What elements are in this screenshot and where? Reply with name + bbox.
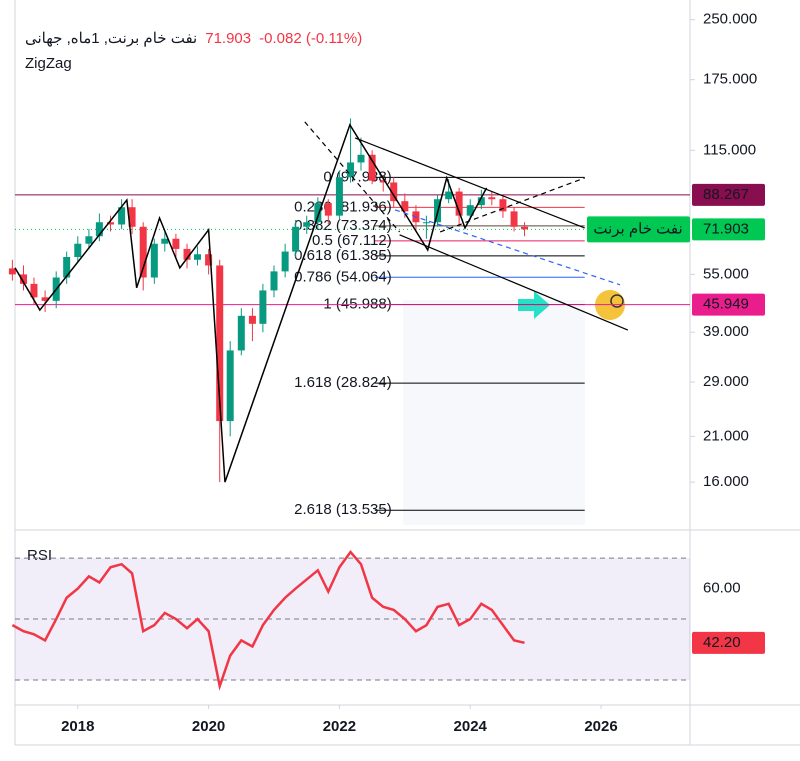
trendline (399, 234, 629, 331)
rsi-tag: 42.20 (703, 634, 741, 651)
candle-body (259, 290, 267, 324)
fib-label: 1 (45.988) (323, 295, 391, 312)
candle-body (139, 226, 147, 278)
fib-label: 0.5 (67.112) (312, 232, 392, 249)
candle-body (390, 182, 398, 202)
candle-body (401, 201, 409, 212)
candle-body (335, 177, 343, 216)
change: -0.082 (-0.11%) (259, 30, 363, 47)
fib-label: 2.618 (13.535) (294, 501, 392, 518)
candle-body (270, 271, 278, 291)
candle-body (172, 238, 180, 249)
candle-body (150, 243, 158, 278)
candle-body (488, 197, 496, 200)
trendline (354, 137, 585, 229)
candle-body (226, 350, 234, 422)
candle-body (128, 207, 136, 227)
y-tick-label: 115.000 (703, 141, 756, 158)
last-price: 71.903 (205, 30, 252, 47)
y-tick-label: 175.000 (703, 71, 757, 88)
emoji-monocle (610, 294, 624, 308)
y-tick-label: 21.000 (703, 427, 749, 444)
hline-tag-box (692, 183, 765, 206)
trendline (439, 177, 585, 233)
fib-shade (403, 300, 585, 525)
candle-body (85, 236, 93, 244)
y-tick-label: 29.000 (703, 373, 749, 390)
candle-body (379, 180, 387, 183)
header: نفت خام برنت, 1ماه, جهانی 71.903 -0.082 (-… (25, 29, 370, 47)
candle-body (324, 203, 332, 216)
x-tick-label: 2022 (323, 718, 356, 735)
fib-label: 1.618 (28.824) (294, 374, 392, 391)
rsi-line (11, 549, 525, 691)
last-price-tag-box (692, 218, 765, 241)
hline-tag: 88.267 (703, 186, 749, 203)
candle-body (314, 203, 322, 223)
candle-body (521, 226, 529, 230)
candle-body (106, 222, 114, 225)
candle-body (347, 162, 355, 178)
x-tick-label: 2020 (192, 718, 225, 735)
fib-label: 0.618 (61.385) (294, 247, 392, 264)
rsi-tick-label: 60.00 (703, 580, 741, 597)
fib-label: 0.786 (54.064) (294, 268, 392, 285)
candle-body (466, 205, 474, 216)
candle-body (183, 248, 191, 260)
last-price-tag: 71.903 (703, 220, 749, 237)
x-tick-label: 2026 (584, 718, 617, 735)
candle-body (445, 191, 453, 200)
y-tick-label: 250.000 (703, 11, 757, 28)
rsi-tag-box (692, 631, 765, 654)
candle-body (477, 197, 485, 206)
series-name-box (587, 216, 690, 243)
candle-body (499, 199, 507, 212)
candle-body (63, 256, 71, 278)
candle-body (281, 251, 289, 272)
candle-body (292, 226, 300, 252)
candle-body (8, 268, 16, 275)
candle-body (193, 254, 201, 260)
rsi-title: RSI (27, 547, 52, 564)
candle-body (455, 191, 463, 216)
fib-label: 0.236 (81.936) (294, 198, 392, 215)
series-name: نفت خام برنت (593, 220, 682, 237)
y-tick-label: 16.000 (703, 473, 749, 490)
indicator-name: ZigZag (25, 55, 72, 72)
hline-tag: 45.949 (703, 296, 749, 313)
zigzag-line (14, 123, 488, 483)
candle-body (237, 315, 245, 351)
hline-tag-box (692, 293, 765, 316)
x-tick-label: 2018 (61, 718, 94, 735)
y-tick-label: 55.000 (703, 265, 749, 282)
trendline (394, 209, 621, 286)
trendline (304, 121, 401, 233)
candle-body (161, 238, 169, 244)
candle-body (303, 222, 311, 227)
candle-body (368, 154, 376, 181)
candle-body (248, 315, 256, 324)
candle-body (74, 243, 82, 257)
x-tick-label: 2024 (454, 718, 488, 735)
y-tick-label: 39.000 (703, 323, 749, 340)
candle-body (41, 297, 49, 301)
symbol-title: نفت خام برنت, 1ماه, جهانی (25, 30, 198, 47)
candle-body (95, 222, 103, 237)
candle-body (205, 254, 213, 266)
candle-body (216, 265, 224, 422)
candle-body (510, 211, 518, 227)
candle-body (357, 154, 365, 163)
candle-body (30, 283, 38, 298)
candle-body (422, 222, 430, 224)
candle-body (118, 207, 126, 225)
candle-body (20, 274, 28, 284)
